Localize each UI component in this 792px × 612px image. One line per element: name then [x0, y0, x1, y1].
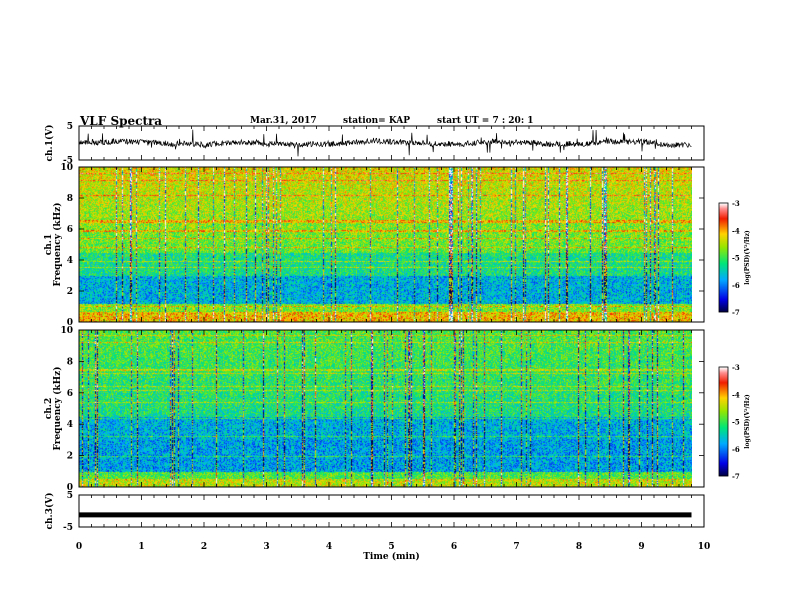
- colorbar-tick-label: -3: [732, 199, 740, 208]
- x-tick-label: 7: [513, 542, 519, 552]
- y-axis-label: ch.1: [44, 234, 54, 255]
- colorbar-tick-label: -5: [732, 418, 740, 427]
- y-tick-label: 4: [67, 420, 73, 430]
- x-tick-label: 8: [576, 542, 582, 552]
- colorbar-label: log(PSD)(V²/Hz): [744, 394, 751, 449]
- ch1-spectrogram-image: [79, 167, 692, 322]
- x-axis-label: Time (min): [363, 551, 420, 562]
- y-axis-label: Frequency (kHz): [52, 366, 63, 450]
- x-tick-label: 10: [698, 542, 711, 552]
- colorbar-tick-label: -7: [732, 472, 740, 481]
- x-tick-label: 0: [76, 542, 82, 552]
- x-tick-label: 9: [638, 542, 644, 552]
- y-axis-label: ch.2: [44, 398, 54, 419]
- x-tick-label: 2: [201, 542, 207, 552]
- colorbar-1: [718, 202, 729, 313]
- x-tick-label: 5: [388, 542, 394, 552]
- ch2-spectrogram-image: [79, 330, 692, 487]
- y-tick-label: 6: [67, 389, 73, 399]
- station-label: station= KAP: [343, 116, 411, 126]
- colorbar-2: [718, 366, 729, 477]
- ch1-waveform-line: [78, 129, 692, 157]
- y-tick-label: 8: [67, 357, 73, 367]
- plot-title: VLF Spectra: [80, 114, 163, 128]
- y-axis-label: ch.3(V): [44, 493, 55, 530]
- date-label: Mar.31, 2017: [250, 116, 317, 126]
- y-tick-label: -5: [63, 156, 73, 166]
- start-time-label: start UT = 7 : 20: 1: [437, 116, 534, 126]
- colorbar-tick-label: -3: [732, 363, 740, 372]
- x-tick-label: 6: [451, 542, 457, 552]
- y-tick-label: 2: [67, 287, 73, 297]
- colorbar-tick-label: -7: [732, 308, 740, 317]
- y-tick-label: 10: [60, 326, 73, 336]
- y-tick-label: 0: [67, 318, 73, 328]
- y-tick-label: -5: [63, 523, 73, 533]
- colorbar-tick-label: -6: [732, 445, 740, 454]
- colorbar-tick-label: -5: [732, 254, 740, 263]
- colorbar-tick-label: -4: [732, 226, 740, 235]
- colorbar-label: log(PSD)(V²/Hz): [744, 230, 751, 285]
- x-tick-label: 3: [263, 542, 269, 552]
- y-tick-label: 0: [67, 483, 73, 493]
- y-tick-label: 2: [67, 452, 73, 462]
- x-tick-label: 4: [326, 542, 332, 552]
- y-axis-label: ch.1(V): [44, 125, 55, 162]
- y-axis-label: Frequency (kHz): [52, 202, 63, 286]
- y-tick-label: 5: [67, 491, 73, 501]
- colorbar-tick-label: -4: [732, 390, 740, 399]
- y-tick-label: 6: [67, 225, 73, 235]
- x-tick-label: 1: [138, 542, 144, 552]
- y-tick-label: 8: [67, 194, 73, 204]
- y-tick-label: 10: [60, 163, 73, 173]
- colorbar-tick-label: -6: [732, 281, 740, 290]
- y-tick-label: 4: [67, 256, 73, 266]
- y-tick-label: 5: [67, 122, 73, 132]
